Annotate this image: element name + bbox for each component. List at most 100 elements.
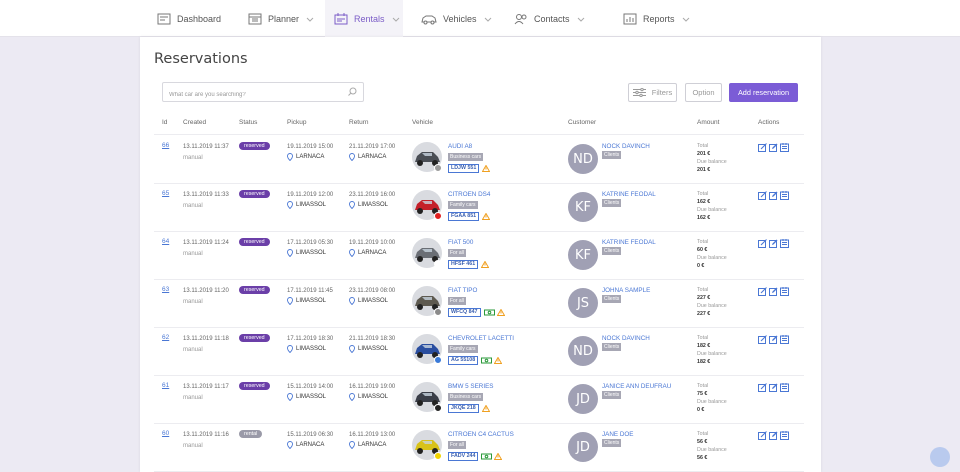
status-cell: rental	[239, 430, 263, 438]
nav-dashboard[interactable]: Dashboard	[157, 0, 221, 37]
scroll-to-top-button[interactable]	[930, 447, 950, 467]
vehicle-name-link[interactable]: FIAT 500	[448, 239, 474, 246]
created-cell: 13.11.2019 11:33 manual	[183, 190, 229, 212]
due-balance-value: 0 €	[697, 263, 705, 269]
search-input[interactable]	[163, 86, 343, 104]
nav-vehicles[interactable]: Vehicles	[421, 0, 492, 37]
filters-button[interactable]: Filters	[628, 83, 677, 102]
pickup-place: LIMASSOL	[296, 298, 327, 304]
reservation-id-link[interactable]: 62	[162, 334, 170, 341]
nav-reports[interactable]: Reports	[623, 0, 690, 37]
customer-avatar[interactable]: KF	[568, 192, 598, 222]
nav-contacts-label: Contacts	[534, 13, 570, 24]
header-vehicle[interactable]: Vehicle	[412, 119, 433, 126]
customer-avatar[interactable]: JD	[568, 432, 598, 462]
edit-icon[interactable]	[769, 239, 778, 250]
header-status[interactable]: Status	[239, 119, 258, 126]
customer-avatar[interactable]: ND	[568, 336, 598, 366]
reservation-id-link[interactable]: 64	[162, 238, 170, 245]
table-row[interactable]: 60 13.11.2019 11:16 manual rental 15.11.…	[154, 424, 804, 472]
add-reservation-button[interactable]: Add reservation	[729, 83, 798, 102]
header-pickup[interactable]: Pickup	[287, 119, 307, 126]
header-amount[interactable]: Amount	[697, 119, 720, 126]
total-label: Total	[697, 287, 709, 293]
customer-avatar[interactable]: ND	[568, 144, 598, 174]
vehicle-thumbnail[interactable]	[412, 430, 442, 460]
invoice-icon[interactable]	[780, 431, 789, 442]
table-row[interactable]: 61 13.11.2019 11:17 manual reserved 15.1…	[154, 376, 804, 424]
view-icon[interactable]	[758, 431, 767, 442]
actions-cell	[758, 335, 791, 346]
due-balance-label: Due balance	[697, 399, 727, 405]
return-location: LIMASSOL	[349, 392, 395, 402]
reservation-id-link[interactable]: 61	[162, 382, 170, 389]
reservation-id-link[interactable]: 63	[162, 286, 170, 293]
view-icon[interactable]	[758, 191, 767, 202]
customer-tag: Clients	[602, 391, 622, 399]
vehicle-name-link[interactable]: AUDI A8	[448, 143, 473, 150]
vehicle-name-link[interactable]: FIAT TIPO	[448, 287, 478, 294]
return-cell: 21.11.2019 17:00 LARNACA	[349, 142, 395, 162]
customer-avatar[interactable]: KF	[568, 240, 598, 270]
edit-icon[interactable]	[769, 383, 778, 394]
view-icon[interactable]	[758, 383, 767, 394]
vehicle-plate-line: LDJW 551	[448, 164, 492, 173]
invoice-icon[interactable]	[780, 335, 789, 346]
nav-contacts[interactable]: Contacts	[514, 0, 585, 37]
header-return[interactable]: Return	[349, 119, 369, 126]
option-button[interactable]: Option	[685, 83, 722, 102]
return-date: 19.11.2019 10:00	[349, 240, 396, 246]
header-created[interactable]: Created	[183, 119, 207, 126]
money-icon	[481, 453, 493, 460]
customer-name-link[interactable]: JANICE ANN DEUFRAU	[602, 383, 672, 390]
due-balance-value: 0 €	[697, 407, 705, 413]
customer-name-link[interactable]: JANE DOE	[602, 431, 634, 438]
return-date: 23.11.2019 08:00	[349, 288, 396, 294]
edit-icon[interactable]	[769, 191, 778, 202]
invoice-icon[interactable]	[780, 239, 789, 250]
nav-rentals[interactable]: Rentals	[325, 0, 403, 37]
edit-icon[interactable]	[769, 335, 778, 346]
invoice-icon[interactable]	[780, 383, 789, 394]
created-cell: 13.11.2019 11:17 manual	[183, 382, 229, 404]
reservation-id-link[interactable]: 65	[162, 190, 170, 197]
header-customer[interactable]: Customer	[568, 119, 597, 126]
invoice-icon[interactable]	[780, 191, 789, 202]
vehicle-name-link[interactable]: CITROEN C4 CACTUS	[448, 431, 514, 438]
customer-name-link[interactable]: NOCK DAVINCH	[602, 143, 650, 150]
invoice-icon[interactable]	[780, 287, 789, 298]
invoice-icon[interactable]	[780, 143, 789, 154]
vehicle-plate-line: FADV 244	[448, 452, 514, 461]
view-icon[interactable]	[758, 335, 767, 346]
nav-planner[interactable]: Planner	[248, 0, 314, 37]
header-id[interactable]: Id	[162, 119, 168, 126]
pickup-location: LIMASSOL	[287, 344, 333, 354]
customer-name-link[interactable]: JOHNA SAMPLE	[602, 287, 651, 294]
reservation-id-link[interactable]: 60	[162, 430, 170, 437]
view-icon[interactable]	[758, 143, 767, 154]
view-icon[interactable]	[758, 287, 767, 298]
search-icon[interactable]	[348, 87, 357, 96]
edit-icon[interactable]	[769, 143, 778, 154]
customer-avatar[interactable]: JD	[568, 384, 598, 414]
vehicle-thumbnail[interactable]	[412, 382, 442, 412]
vehicle-name-link[interactable]: BMW 5 SERIES	[448, 383, 494, 390]
table-row[interactable]: 64 13.11.2019 11:24 manual reserved 17.1…	[154, 232, 804, 280]
view-icon[interactable]	[758, 239, 767, 250]
reservation-id-link[interactable]: 66	[162, 142, 170, 149]
customer-name-link[interactable]: KATRINE FEODAL	[602, 239, 656, 246]
table-row[interactable]: 65 13.11.2019 11:33 manual reserved 19.1…	[154, 184, 804, 232]
table-row[interactable]: 62 13.11.2019 11:18 manual reserved 17.1…	[154, 328, 804, 376]
table-row[interactable]: 63 13.11.2019 11:20 manual reserved 17.1…	[154, 280, 804, 328]
pickup-location: LIMASSOL	[287, 296, 333, 306]
customer-name-link[interactable]: NOCK DAVINCH	[602, 335, 650, 342]
customer-name-link[interactable]: KATRINE FEODAL	[602, 191, 656, 198]
vehicle-name-link[interactable]: CHEVROLET LACETTI	[448, 335, 515, 342]
customer-avatar[interactable]: JS	[568, 288, 598, 318]
edit-icon[interactable]	[769, 431, 778, 442]
table-row[interactable]: 66 13.11.2019 11:37 manual reserved 19.1…	[154, 136, 804, 184]
vehicle-name-link[interactable]: CITROEN DS4	[448, 191, 491, 198]
edit-icon[interactable]	[769, 287, 778, 298]
pickup-date: 17.11.2019 05:30	[287, 240, 334, 246]
vehicle-thumbnail[interactable]	[412, 238, 442, 268]
